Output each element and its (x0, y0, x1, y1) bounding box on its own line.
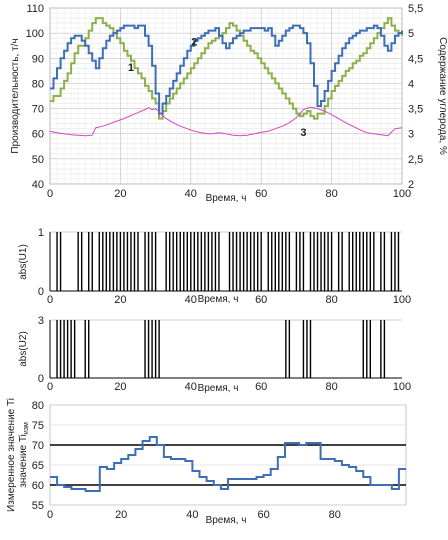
p1-y2-tick-label: 3 (408, 129, 414, 141)
p2-x-tick-label: 20 (114, 294, 126, 306)
p1-x-tick-label: 100 (393, 188, 411, 200)
p2-x-tick-label: 100 (393, 294, 411, 306)
p4-y-tick-label: 70 (32, 440, 44, 452)
p4-ti-line (50, 436, 406, 492)
p1-y-tick-label: 60 (32, 129, 44, 141)
p1-series-annotation: 2 (191, 37, 197, 49)
p3-x-tick-label: 0 (47, 381, 53, 393)
p1-y2-axis-label: Содержание углерода, % (437, 37, 448, 155)
p1-y-tick-label: 50 (32, 154, 44, 166)
p1-series-annotation: 3 (300, 127, 306, 139)
p2-pulse-group (56, 232, 400, 291)
p4-y-axis-label-line2: значение Tiизм (18, 422, 30, 488)
p2-x-tick-labels: 0 20 40 60 80 100 (47, 294, 411, 306)
p3-y-axis-label: abs(U2) (18, 331, 29, 367)
p4-y-axis-label-main: Измеренное значение Ti (6, 398, 17, 512)
p3-x-tick-labels: 0 20 40 60 80 100 (47, 381, 411, 393)
panel-abs-u2: 0 20 40 60 80 100 03 Время, ч abs(U2) (18, 315, 411, 394)
p1-y2-tick-label: 4,5 (408, 53, 423, 65)
panel-measured-ti: 0 20 40 60 80 55 60 65 70 75 80 Время, ч Измеренн… (6, 398, 407, 526)
p1-x-tick-label: 40 (185, 188, 197, 200)
p1-y2-tick-label: 5,5 (408, 3, 423, 15)
p3-pulse-group (56, 320, 386, 378)
p3-x-tick-label: 40 (185, 381, 197, 393)
panel-abs-u1: 0 20 40 60 80 100 01 Время, ч abs(U1) (18, 227, 411, 306)
p3-y-tick-labels: 03 (38, 315, 44, 385)
p1-y-tick-label: 110 (26, 3, 44, 15)
p4-x-tick-label: 40 (186, 509, 198, 521)
p4-x-tick-label: 20 (115, 509, 127, 521)
p1-series-2-line (50, 24, 403, 115)
p1-y2-tick-label: 4 (408, 78, 414, 90)
p2-y-tick-label: 0 (38, 286, 44, 298)
p4-x-axis-label: Время, ч (206, 515, 247, 526)
p4-y-axis-label: Измеренное значение Ti (6, 398, 17, 512)
p1-y-tick-labels: 40 50 60 70 80 90 100 110 (26, 3, 44, 191)
p4-x-tick-labels: 0 20 40 60 80 (47, 509, 341, 521)
p1-y-tick-label: 100 (26, 28, 44, 40)
p1-x-tick-label: 20 (114, 188, 126, 200)
p2-x-tick-label: 80 (325, 294, 337, 306)
p4-y-tick-label: 80 (32, 400, 44, 412)
p1-y2-tick-labels: 2 2,5 3 3,5 4 4,5 5 5,5 (408, 3, 423, 191)
p1-plot-frame (49, 7, 403, 185)
p1-series-annotation: 1 (128, 62, 134, 74)
p4-y-tick-label: 65 (32, 460, 44, 472)
p4-y-tick-label: 55 (32, 500, 44, 512)
p2-x-tick-label: 60 (255, 294, 267, 306)
p1-y-tick-label: 40 (32, 179, 44, 191)
p2-x-tick-label: 0 (47, 294, 53, 306)
p1-y-tick-label: 90 (32, 53, 44, 65)
p1-x-axis-label: Время, ч (206, 193, 247, 204)
p1-series-3-line (49, 106, 403, 137)
p2-y-axis-label: abs(U1) (18, 244, 29, 280)
p4-y-tick-label: 60 (32, 480, 44, 492)
p2-y-tick-labels: 01 (38, 227, 44, 298)
p3-x-tick-label: 100 (393, 381, 411, 393)
p4-x-tick-label: 60 (257, 509, 269, 521)
p3-y-tick-label: 0 (38, 373, 44, 385)
p3-x-tick-label: 80 (325, 381, 337, 393)
p1-y-tick-label: 80 (32, 78, 44, 90)
p4-y-axis-label-sub: изм (23, 422, 30, 434)
panel-productivity-carbon: 0 20 40 60 80 100 40 50 60 70 80 90 100 110 2 2,5 3 3,5… (10, 3, 448, 204)
p3-x-tick-label: 60 (255, 381, 267, 393)
p4-y-tick-labels: 55 60 65 70 75 80 (32, 400, 44, 512)
p4-y-axis-label-text2: значение Ti (18, 434, 29, 488)
p1-y2-tick-label: 2,5 (408, 154, 423, 166)
p4-x-tick-label: 0 (47, 509, 53, 521)
p2-y-tick-label: 1 (38, 227, 44, 239)
p4-y-tick-label: 75 (32, 420, 44, 432)
p1-y-axis-label: Производительность, т/ч (10, 38, 21, 153)
p3-x-axis-label: Время, ч (198, 383, 239, 394)
p2-x-tick-label: 40 (185, 294, 197, 306)
p1-y2-tick-label: 2 (408, 179, 414, 191)
p1-y-tick-label: 70 (32, 104, 44, 116)
p4-x-tick-label: 80 (329, 509, 341, 521)
p1-series-1-line (50, 17, 403, 120)
p1-series-group (49, 17, 403, 137)
p1-annotations: 1 2 3 (128, 37, 307, 140)
p1-x-tick-label: 80 (325, 188, 337, 200)
p1-x-tick-labels: 0 20 40 60 80 100 (47, 188, 411, 200)
p1-y2-tick-label: 3,5 (408, 104, 423, 116)
p3-y-tick-label: 3 (38, 315, 44, 327)
p2-x-axis-label: Время, ч (198, 294, 239, 305)
p3-x-tick-label: 20 (114, 381, 126, 393)
p4-series-group (50, 436, 406, 492)
p1-gridlines (49, 7, 403, 185)
p1-y2-tick-label: 5 (408, 28, 414, 40)
p1-x-tick-label: 0 (47, 188, 53, 200)
p1-x-tick-label: 60 (255, 188, 267, 200)
